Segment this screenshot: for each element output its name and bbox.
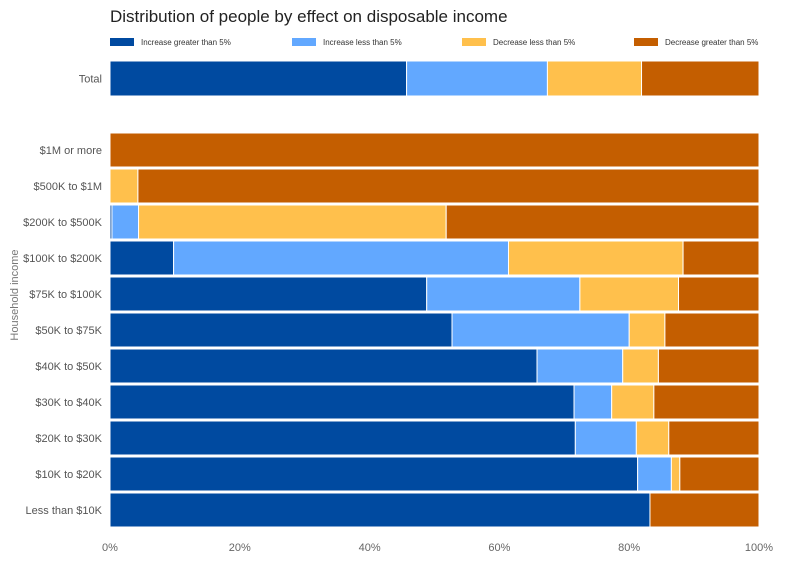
bar-row-5-segment-3 — [664, 312, 760, 348]
chart-title: Distribution of people by effect on disp… — [110, 7, 508, 26]
legend-swatch-1 — [292, 38, 316, 46]
bar-row-1-label: $500K to $1M — [34, 181, 103, 193]
bar-row-2-segment-3 — [445, 204, 760, 240]
bar-row-6-segment-1 — [536, 348, 624, 384]
x-tick-label-1: 20% — [229, 542, 251, 554]
category-labels: Total $1M or more $500K to $1M $200K to $50… — [23, 74, 103, 518]
legend-swatch-3 — [634, 38, 658, 46]
bar-row-9-label: $10K to $20K — [35, 469, 102, 481]
bar-row-8-label: $20K to $30K — [35, 433, 102, 445]
bar-row-10-segment-3 — [649, 492, 760, 528]
bar-row-8-segment-2 — [635, 420, 670, 456]
bar-row-0-segment-3 — [109, 132, 760, 168]
bar-row-1-segment-2 — [109, 168, 139, 204]
bar-row-6-segment-2 — [622, 348, 659, 384]
bar-row-2-segment-1 — [111, 204, 140, 240]
bar-total-label: Total — [79, 74, 102, 86]
bar-row-7-label: $30K to $40K — [35, 397, 102, 409]
bar-row-5-segment-0 — [109, 312, 453, 348]
bar-row-2-label: $200K to $500K — [23, 217, 103, 229]
bar-row-7-segment-3 — [653, 384, 760, 420]
legend-label-3: Decrease greater than 5% — [665, 38, 758, 47]
bar-row-3-segment-0 — [109, 240, 175, 276]
legend-label-1: Increase less than 5% — [323, 38, 402, 47]
bar-row-4-segment-1 — [426, 276, 581, 312]
legend-label-2: Decrease less than 5% — [493, 38, 575, 47]
bar-total-segment-0 — [109, 60, 408, 97]
legend-label-0: Increase greater than 5% — [141, 38, 231, 47]
bar-total-segment-3 — [641, 60, 760, 97]
x-tick-label-0: 0% — [102, 542, 118, 554]
bar-row-2-segment-2 — [138, 204, 447, 240]
x-tick-label-3: 60% — [488, 542, 510, 554]
bar-row-8-segment-1 — [574, 420, 637, 456]
legend: Increase greater than 5% Increase less th… — [110, 38, 758, 47]
bar-row-4-segment-2 — [579, 276, 680, 312]
bar-total-segment-2 — [546, 60, 643, 97]
bar-row-8-segment-3 — [668, 420, 760, 456]
bar-row-9-segment-3 — [679, 456, 760, 492]
bar-row-3-segment-2 — [507, 240, 684, 276]
x-tick-label-5: 100% — [745, 542, 773, 554]
bar-row-4-label: $75K to $100K — [29, 289, 102, 301]
bar-row-5-segment-2 — [628, 312, 666, 348]
bar-total-segment-1 — [406, 60, 548, 97]
bar-row-10-label: Less than $10K — [26, 505, 103, 517]
bar-row-9-segment-1 — [637, 456, 672, 492]
legend-swatch-2 — [462, 38, 486, 46]
legend-swatch-0 — [110, 38, 134, 46]
bar-row-5-label: $50K to $75K — [35, 325, 102, 337]
bars — [109, 60, 760, 528]
bar-row-4-segment-0 — [109, 276, 428, 312]
x-tick-label-4: 80% — [618, 542, 640, 554]
y-axis-title: Household income — [9, 249, 21, 340]
bar-row-7-segment-2 — [611, 384, 655, 420]
bar-row-6-segment-3 — [657, 348, 760, 384]
bar-row-3-segment-3 — [682, 240, 760, 276]
bar-row-4-segment-3 — [678, 276, 760, 312]
bar-row-7-segment-0 — [109, 384, 575, 420]
bar-row-6-segment-0 — [109, 348, 538, 384]
bar-row-5-segment-1 — [451, 312, 630, 348]
bar-row-10-segment-0 — [109, 492, 651, 528]
bar-row-9-segment-0 — [109, 456, 639, 492]
bar-row-9-segment-2 — [670, 456, 681, 492]
bar-row-3-segment-1 — [173, 240, 509, 276]
x-axis-ticks: 0% 20% 40% 60% 80% 100% — [102, 542, 773, 554]
bar-row-1-segment-3 — [137, 168, 760, 204]
x-tick-label-2: 40% — [359, 542, 381, 554]
bar-row-6-label: $40K to $50K — [35, 361, 102, 373]
bar-row-3-label: $100K to $200K — [23, 253, 103, 265]
bar-row-0-label: $1M or more — [40, 145, 102, 157]
bar-row-8-segment-0 — [109, 420, 576, 456]
bar-row-7-segment-1 — [573, 384, 613, 420]
